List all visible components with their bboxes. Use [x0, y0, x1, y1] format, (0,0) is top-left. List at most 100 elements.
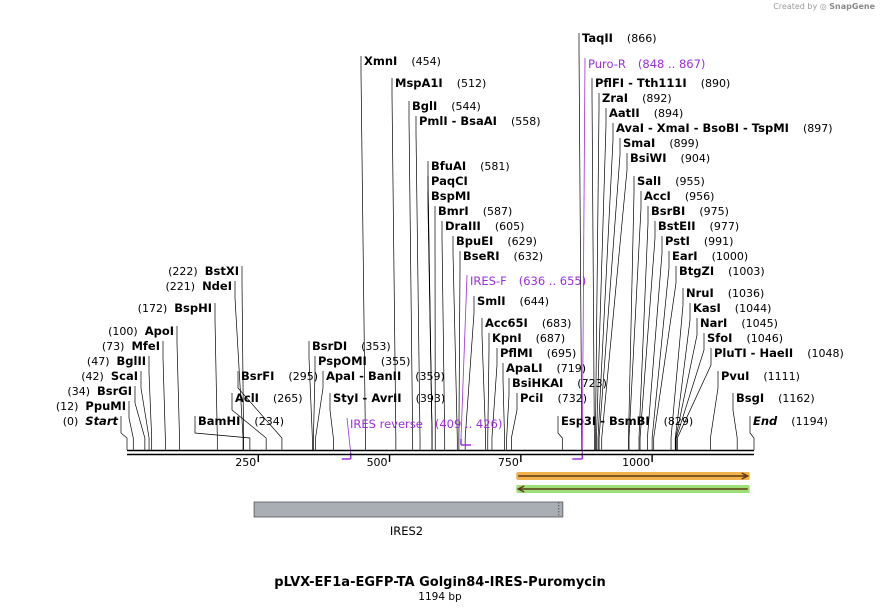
enzyme-sfoi-name: SfoI	[707, 331, 732, 345]
enzyme-pvui-leader	[710, 371, 719, 450]
enzyme-bsrfi-position: (295)	[288, 370, 318, 383]
enzyme-mspa1i-name: MspA1I	[395, 76, 443, 90]
orf-arrows	[516, 472, 750, 493]
enzyme-ndei-leader	[234, 281, 244, 450]
enzyme-nari-position: (1045)	[741, 317, 778, 330]
enzyme-eari-name: EarI	[672, 249, 698, 263]
enzyme-kpni: KpnI (687)	[492, 331, 565, 345]
enzyme-esp3i-bsmbi-name: Esp3I - BsmBI	[561, 414, 650, 428]
enzyme-acli: AclI (265)	[235, 391, 303, 405]
primer-ires-reverse: IRES reverse (409 .. 426)	[341, 417, 502, 460]
tick-750-label: 750	[498, 456, 519, 469]
enzyme-bsgi-name: BsgI	[736, 391, 764, 405]
enzyme-end-position: (1194)	[791, 415, 828, 428]
enzyme-psti-leader	[647, 236, 663, 450]
enzyme-aatii-leader	[596, 108, 607, 450]
enzyme-bspmi: BspMI	[431, 189, 471, 203]
enzyme-kpni-leader	[487, 333, 490, 450]
enzyme-smli-leader	[464, 296, 475, 450]
enzyme-bstxi-name: BstXI	[205, 264, 239, 278]
orf-forward-arrow-head	[741, 472, 750, 480]
enzyme-pvui-name: PvuI	[721, 369, 749, 383]
enzyme-pvui: PvuI (1111)	[721, 369, 800, 383]
enzyme-kasi-leader	[674, 303, 691, 450]
enzyme-acci-position: (956)	[685, 190, 715, 203]
enzyme-pflmi: PflMI (695)	[500, 346, 576, 360]
primer-puro-r-leader	[581, 57, 586, 454]
primer-puro-r: Puro-R (848 .. 867)	[572, 57, 705, 460]
enzyme-pmli-bsaai-name: PmlI - BsaAI	[419, 114, 497, 128]
enzyme-pcii: PciI (732)	[520, 391, 587, 405]
primer-puro-r-name: Puro-R	[588, 57, 626, 71]
enzyme-bsrdi-position: (353)	[361, 340, 391, 353]
enzyme-bsiwi: BsiWI (904)	[630, 151, 710, 165]
enzyme-paqci-name: PaqCI	[431, 174, 468, 188]
enzyme-bglii-name: BglII	[117, 354, 147, 368]
enzyme-pspomi: PspOMI (355)	[318, 354, 410, 368]
enzyme-zrai-leader	[595, 93, 600, 450]
enzyme-bamhi: BamHI (234)	[198, 414, 284, 428]
enzyme-styi-avrii-position: (393)	[416, 392, 446, 405]
enzyme-esp3i-bsmbi-position: (829)	[664, 415, 694, 428]
enzyme-acci-leader	[628, 191, 642, 450]
enzyme-mspa1i-leader	[391, 78, 397, 450]
enzyme-bstxi-position: (222)	[168, 265, 198, 278]
enzyme-bsteii-position: (977)	[710, 220, 740, 233]
enzyme-pflfi-tth111i-name: PflFI - Tth111I	[595, 76, 687, 90]
enzyme-bpuei-leader	[452, 236, 458, 450]
enzyme-ppumi-leader	[128, 401, 134, 450]
enzyme-bsphi-leader	[214, 303, 218, 450]
enzyme-mfei-leader	[162, 341, 166, 450]
enzyme-acc65i-name: Acc65I	[485, 316, 528, 330]
enzyme-bmri: BmrI (587)	[438, 204, 512, 218]
enzyme-sali: SalI (955)	[637, 174, 705, 188]
tick-500-label: 500	[367, 456, 388, 469]
enzyme-bglii: BglII (47)	[87, 354, 146, 368]
enzyme-ndei-name: NdeI	[202, 279, 232, 293]
enzyme-bsrdi-leader	[308, 341, 313, 450]
enzyme-acci: AccI (956)	[644, 189, 714, 203]
enzyme-kasi: KasI (1044)	[693, 301, 771, 315]
enzyme-apai-banii-leader	[315, 371, 324, 450]
enzyme-ppumi-name: PpuMI	[85, 399, 126, 413]
enzyme-aatii: AatII (894)	[609, 106, 683, 120]
enzyme-bsrbi-leader	[638, 206, 649, 450]
enzyme-zrai-name: ZraI	[602, 91, 628, 105]
enzyme-bgli-name: BglI	[412, 99, 437, 113]
enzyme-bsrfi: BsrFI (295)	[241, 369, 318, 383]
enzyme-bseri-name: BseRI	[463, 249, 500, 263]
enzyme-bfuai-position: (581)	[480, 160, 510, 173]
enzyme-draiii-position: (605)	[495, 220, 525, 233]
enzyme-pluti-haeii-position: (1048)	[807, 347, 844, 360]
orf-reverse-arrow	[516, 485, 750, 493]
enzyme-acli-name: AclI	[235, 391, 259, 405]
enzyme-mfei-position: (73)	[102, 340, 125, 353]
enzyme-apoi-name: ApoI	[145, 324, 174, 338]
enzyme-bgli-position: (544)	[451, 100, 481, 113]
enzyme-taqii: TaqII (866)	[582, 31, 657, 45]
enzyme-styi-avrii-leader	[329, 393, 334, 450]
enzyme-xmni-name: XmnI	[364, 54, 397, 68]
enzyme-bsiwi-name: BsiWI	[630, 151, 667, 165]
enzyme-bglii-leader	[148, 356, 153, 450]
enzyme-apali-position: (719)	[557, 362, 587, 375]
tick-1000-label: 1000	[622, 456, 650, 469]
map-title: pLVX-EF1a-EGFP-TA Golgin84-IRES-Puromyci…	[274, 575, 605, 590]
enzyme-sfoi-position: (1046)	[746, 332, 783, 345]
enzyme-bspmi-leader	[427, 191, 433, 450]
feature-ires2: IRES2	[253, 501, 564, 538]
enzyme-labels: Start(0)PpuMI(12)BsrGI(34)ScaI(42)BglII(…	[56, 31, 844, 428]
enzyme-btgzi: BtgZI (1003)	[679, 264, 765, 278]
enzyme-apali: ApaLI (719)	[506, 361, 586, 375]
enzyme-apoi: ApoI (100)	[108, 324, 174, 338]
enzyme-psti-name: PstI	[665, 234, 690, 248]
enzyme-btgzi-position: (1003)	[728, 265, 765, 278]
enzyme-smli-name: SmlI	[477, 294, 506, 308]
enzyme-sfoi: SfoI (1046)	[707, 331, 783, 345]
enzyme-sfoi-leader	[675, 333, 705, 450]
enzyme-acli-leader	[231, 393, 267, 450]
enzyme-pspomi-leader	[313, 356, 316, 450]
enzyme-xmni-leader	[360, 56, 366, 450]
enzyme-eari-position: (1000)	[712, 250, 749, 263]
enzyme-pluti-haeii: PluTI - HaeII (1048)	[714, 346, 844, 360]
